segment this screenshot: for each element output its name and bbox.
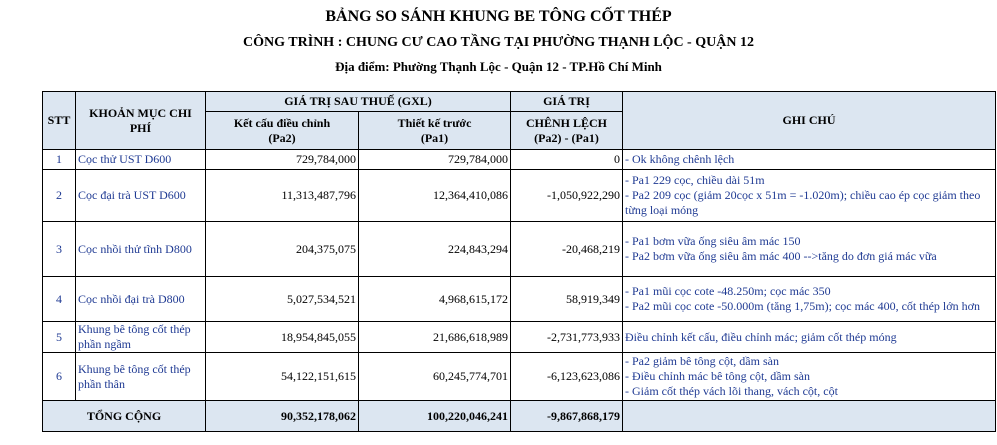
header-cell: KHOẢN MỤC CHI PHÍ [75,91,206,150]
table-row: 2 Cọc đại trà UST D600 11,313,487,796 12,36… [42,169,996,222]
total-notes [622,400,996,432]
pa2-cell: 11,313,487,796 [205,169,359,222]
pa1-cell: 12,364,410,086 [358,169,511,222]
notes-cell: Điều chỉnh kết cấu, điều chỉnh mác; giảm… [622,321,996,353]
note-line: - Giảm cốt thép vách lõi thang, vách cột… [625,384,838,398]
title: BẢNG SO SÁNH KHUNG BE TÔNG CỐT THÉP [325,8,672,25]
note-line: - Pa2 mũi cọc cote -50.000m (tăng 1,75m)… [625,299,980,313]
header-text: CHÊNH LỆCH [525,115,607,130]
item-cell: Cọc nhồi đại trà D800 [75,276,206,322]
note-line: - Ok không chênh lệch [625,152,735,166]
total-diff: -9,867,868,179 [510,400,623,432]
item-cell: Khung bê tông cốt thép phần ngầm [75,321,206,353]
header-text: (Pa1) [420,130,449,145]
table-row: 3 Cọc nhồi thử tĩnh D800 204,375,075 224,84… [42,221,996,277]
stt-cell: 6 [42,352,76,401]
notes-cell: - Pa1 mũi cọc cote -48.250m; cọc mác 350… [622,276,996,322]
diff-cell: 58,919,349 [510,276,623,322]
header-cell: CHÊNH LỆCH (Pa2) - (Pa1) [510,111,623,150]
header-cell: GIÁ TRỊ [510,91,623,112]
item-cell: Khung bê tông cốt thép phần thân [75,352,206,401]
pa2-cell: 729,784,000 [205,149,359,170]
note-line: - Điều chỉnh mác bê tông cột, dầm sàn [625,369,810,383]
location: Địa điểm: Phường Thạnh Lộc - Quận 12 - T… [335,59,662,74]
total-label: TỔNG CỘNG [42,400,206,432]
header-cell: STT [42,91,76,150]
pa1-cell: 60,245,774,701 [358,352,511,401]
note-line: - Pa1 bơm vữa ống siêu âm mác 150 [625,234,801,248]
item-cell: Cọc nhồi thử tĩnh D800 [75,221,206,277]
header-text: (Pa2) [268,130,296,145]
table-row: 1 Cọc thử UST D600 729,784,000 729,784,000 0… [42,149,996,170]
diff-cell: 0 [510,149,623,170]
notes-cell: - Ok không chênh lệch [622,149,996,170]
header-text: (Pa2) - (Pa1) [534,130,599,145]
pa1-cell: 224,843,294 [358,221,511,277]
pa1-cell: 4,968,615,172 [358,276,511,322]
total-row: TỔNG CỘNG 90,352,178,062 100,220,046,241 -9… [42,400,996,432]
header-text: Kết cấu điều chỉnh [233,115,331,130]
note-line: - Pa2 giảm bê tông cột, dầm sàn [625,354,779,368]
item-cell: Cọc đại trà UST D600 [75,169,206,222]
note-line: Điều chỉnh kết cấu, điều chỉnh mác; giảm… [625,329,897,344]
stt-cell: 3 [42,221,76,277]
header-cell: GIÁ TRỊ SAU THUẾ (GXL) [205,91,511,112]
notes-cell: - Pa1 229 cọc, chiều dài 51m - Pa2 209 cọ… [622,169,996,222]
pa2-cell: 204,375,075 [205,221,359,277]
header-cell: Kết cấu điều chỉnh (Pa2) [205,111,359,150]
diff-cell: -6,123,623,086 [510,352,623,401]
stt-cell: 5 [42,321,76,353]
comparison-table: STT KHOẢN MỤC CHI PHÍ GIÁ TRỊ SAU THUẾ (… [42,91,996,432]
diff-cell: -20,468,219 [510,221,623,277]
pa1-cell: 729,784,000 [358,149,511,170]
note-line: - Pa1 229 cọc, chiều dài 51m [625,173,765,187]
total-pa2: 90,352,178,062 [205,400,359,432]
pa2-cell: 5,027,534,521 [205,276,359,322]
header-cell: Thiết kế trước (Pa1) [358,111,511,150]
subtitle: CÔNG TRÌNH : CHUNG CƯ CAO TẦNG TẠI PHƯỜN… [243,35,754,50]
table-body: 1 Cọc thử UST D600 729,784,000 729,784,000 0… [42,149,996,432]
table-row: 6 Khung bê tông cốt thép phần thân 54,122,… [42,352,996,401]
stt-cell: 2 [42,169,76,222]
header-text: Thiết kế trước [397,115,472,130]
diff-cell: -1,050,922,290 [510,169,623,222]
total-pa1: 100,220,046,241 [358,400,511,432]
notes-cell: - Pa1 bơm vữa ống siêu âm mác 150- Pa2 b… [622,221,996,277]
note-line: - Pa2 209 cọc (giảm 20cọc x 51m = -1.020… [625,188,981,217]
notes-cell: - Pa2 giảm bê tông cột, dầm sàn - Điều ch… [622,352,996,401]
item-cell: Cọc thử UST D600 [75,149,206,170]
note-line: - Pa1 mũi cọc cote -48.250m; cọc mác 350 [625,284,831,298]
pa1-cell: 21,686,618,989 [358,321,511,353]
stt-cell: 1 [42,149,76,170]
table-row: 4 Cọc nhồi đại trà D800 5,027,534,521 4,968… [42,276,996,322]
diff-cell: -2,731,773,933 [510,321,623,353]
table-row: 5 Khung bê tông cốt thép phần ngầm 18,954,… [42,321,996,353]
header-cell: GHI CHÚ [622,91,996,150]
stt-cell: 4 [42,276,76,322]
pa2-cell: 54,122,151,615 [205,352,359,401]
pa2-cell: 18,954,845,055 [205,321,359,353]
note-line: - Pa2 bơm vữa ống siêu âm mác 400 -->tăn… [625,249,937,263]
